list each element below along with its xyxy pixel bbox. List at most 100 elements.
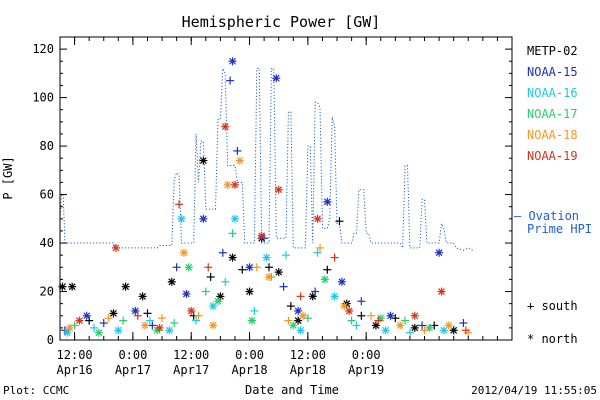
data-point-noaa-16-15 [330,292,339,301]
data-point-noaa-17-1 [94,328,103,337]
data-point-noaa-16-14 [313,248,322,257]
series-noaa-17 [70,229,434,337]
data-point-noaa-16-10 [250,306,259,315]
data-point-noaa-18-16 [396,321,405,330]
legend-entry-noaa-19: NOAA-19 [527,149,578,163]
data-point-noaa-15-22 [418,321,427,330]
data-point-noaa-15-23 [435,248,444,257]
data-point-noaa-16-8 [221,277,230,286]
x-tick-label-date: Apr18 [290,363,326,377]
legend-north-marker: * north [527,332,578,346]
y-tick-label: 0 [47,333,54,347]
data-point-metp-02-18 [286,302,295,311]
data-point-noaa-19-6 [204,263,213,272]
data-point-noaa-19-0 [75,316,84,325]
data-point-noaa-18-17 [420,326,429,335]
data-point-noaa-15-8 [218,248,227,257]
data-point-noaa-17-13 [320,275,329,284]
data-point-noaa-17-9 [247,316,256,325]
data-point-metp-02-1 [68,282,77,291]
data-point-noaa-18-11 [284,316,293,325]
plot-frame [59,36,513,341]
y-tick-label: 60 [40,188,54,202]
data-point-noaa-19-8 [230,180,239,189]
data-point-noaa-17-16 [401,316,410,325]
x-tick-label-date: Apr18 [231,363,267,377]
series-noaa-15 [60,57,468,335]
data-point-metp-02-13 [238,265,247,274]
data-point-noaa-17-6 [201,287,210,296]
data-point-metp-02-21 [323,265,332,274]
data-point-noaa-15-4 [148,321,157,330]
data-point-noaa-18-9 [252,263,261,272]
axes: 02040608010012012:00Apr160:00Apr1712:00A… [32,36,513,377]
data-point-noaa-15-12 [245,263,254,272]
data-point-noaa-18-1 [104,314,113,323]
data-point-noaa-18-0 [65,323,74,332]
y-tick-label: 40 [40,236,54,250]
data-point-noaa-18-3 [158,314,167,323]
y-tick-label: 80 [40,139,54,153]
ovation-hpi-line [59,68,474,251]
x-tick-label-time: 0:00 [235,348,264,362]
x-axis-label: Date and Time [245,383,339,397]
data-point-noaa-18-7 [223,180,232,189]
data-point-noaa-15-2 [99,319,108,328]
footer-timestamp: 2012/04/19 11:55:05 [471,384,597,397]
data-point-noaa-19-3 [155,323,164,332]
y-tick-label: 20 [40,285,54,299]
data-point-noaa-19-9 [257,231,266,240]
data-point-noaa-15-19 [337,277,346,286]
data-point-noaa-15-10 [228,57,237,66]
y-tick-label: 120 [32,42,54,56]
data-point-noaa-19-1 [111,243,120,252]
data-point-noaa-16-11 [262,253,271,262]
series-noaa-18 [65,156,473,337]
data-point-metp-02-4 [121,282,130,291]
data-point-noaa-15-5 [172,263,181,272]
data-point-noaa-17-5 [184,263,193,272]
legend-ovation-line1: — Ovation [514,209,579,223]
series-noaa-19 [75,122,470,335]
data-point-noaa-15-17 [311,287,320,296]
series-noaa-16 [63,214,448,337]
data-point-noaa-18-13 [316,243,325,252]
x-tick-label-date: Apr16 [57,363,93,377]
data-point-noaa-15-11 [233,146,242,155]
data-point-metp-02-27 [410,323,419,332]
data-point-noaa-17-8 [228,229,237,238]
legend-ovation-line2: Prime HPI [527,222,592,236]
data-point-noaa-19-17 [437,287,446,296]
plot-area [58,57,474,337]
data-point-noaa-16-4 [165,326,174,335]
y-tick-label: 100 [32,91,54,105]
data-point-metp-02-22 [335,217,344,226]
data-point-noaa-16-2 [114,326,123,335]
data-point-metp-02-10 [206,272,215,281]
data-point-noaa-18-15 [367,311,376,320]
legend-entry-noaa-18: NOAA-18 [527,128,578,142]
data-point-noaa-19-10 [274,185,283,194]
data-point-metp-02-7 [167,277,176,286]
legend-entry-noaa-17: NOAA-17 [527,107,578,121]
data-point-noaa-15-6 [182,289,191,298]
data-point-noaa-17-14 [347,316,356,325]
data-point-noaa-18-8 [235,156,244,165]
data-point-metp-02-12 [228,253,237,262]
data-point-noaa-19-15 [374,316,383,325]
data-point-noaa-16-9 [230,214,239,223]
data-point-noaa-19-5 [187,306,196,315]
data-point-metp-02-14 [245,287,254,296]
legend-entry-metp-02: METP-02 [527,44,578,58]
x-tick-label-time: 12:00 [290,348,326,362]
x-tick-label-time: 12:00 [57,348,93,362]
data-point-noaa-18-2 [141,321,150,330]
x-tick-label-date: Apr19 [348,363,384,377]
data-point-noaa-18-18 [444,321,453,330]
data-point-noaa-18-10 [264,272,273,281]
x-tick-label-time: 0:00 [352,348,381,362]
x-tick-label-date: Apr17 [173,363,209,377]
y-axis-label: P [GW] [1,156,15,199]
data-point-noaa-18-5 [194,311,203,320]
data-point-noaa-16-12 [282,251,290,260]
